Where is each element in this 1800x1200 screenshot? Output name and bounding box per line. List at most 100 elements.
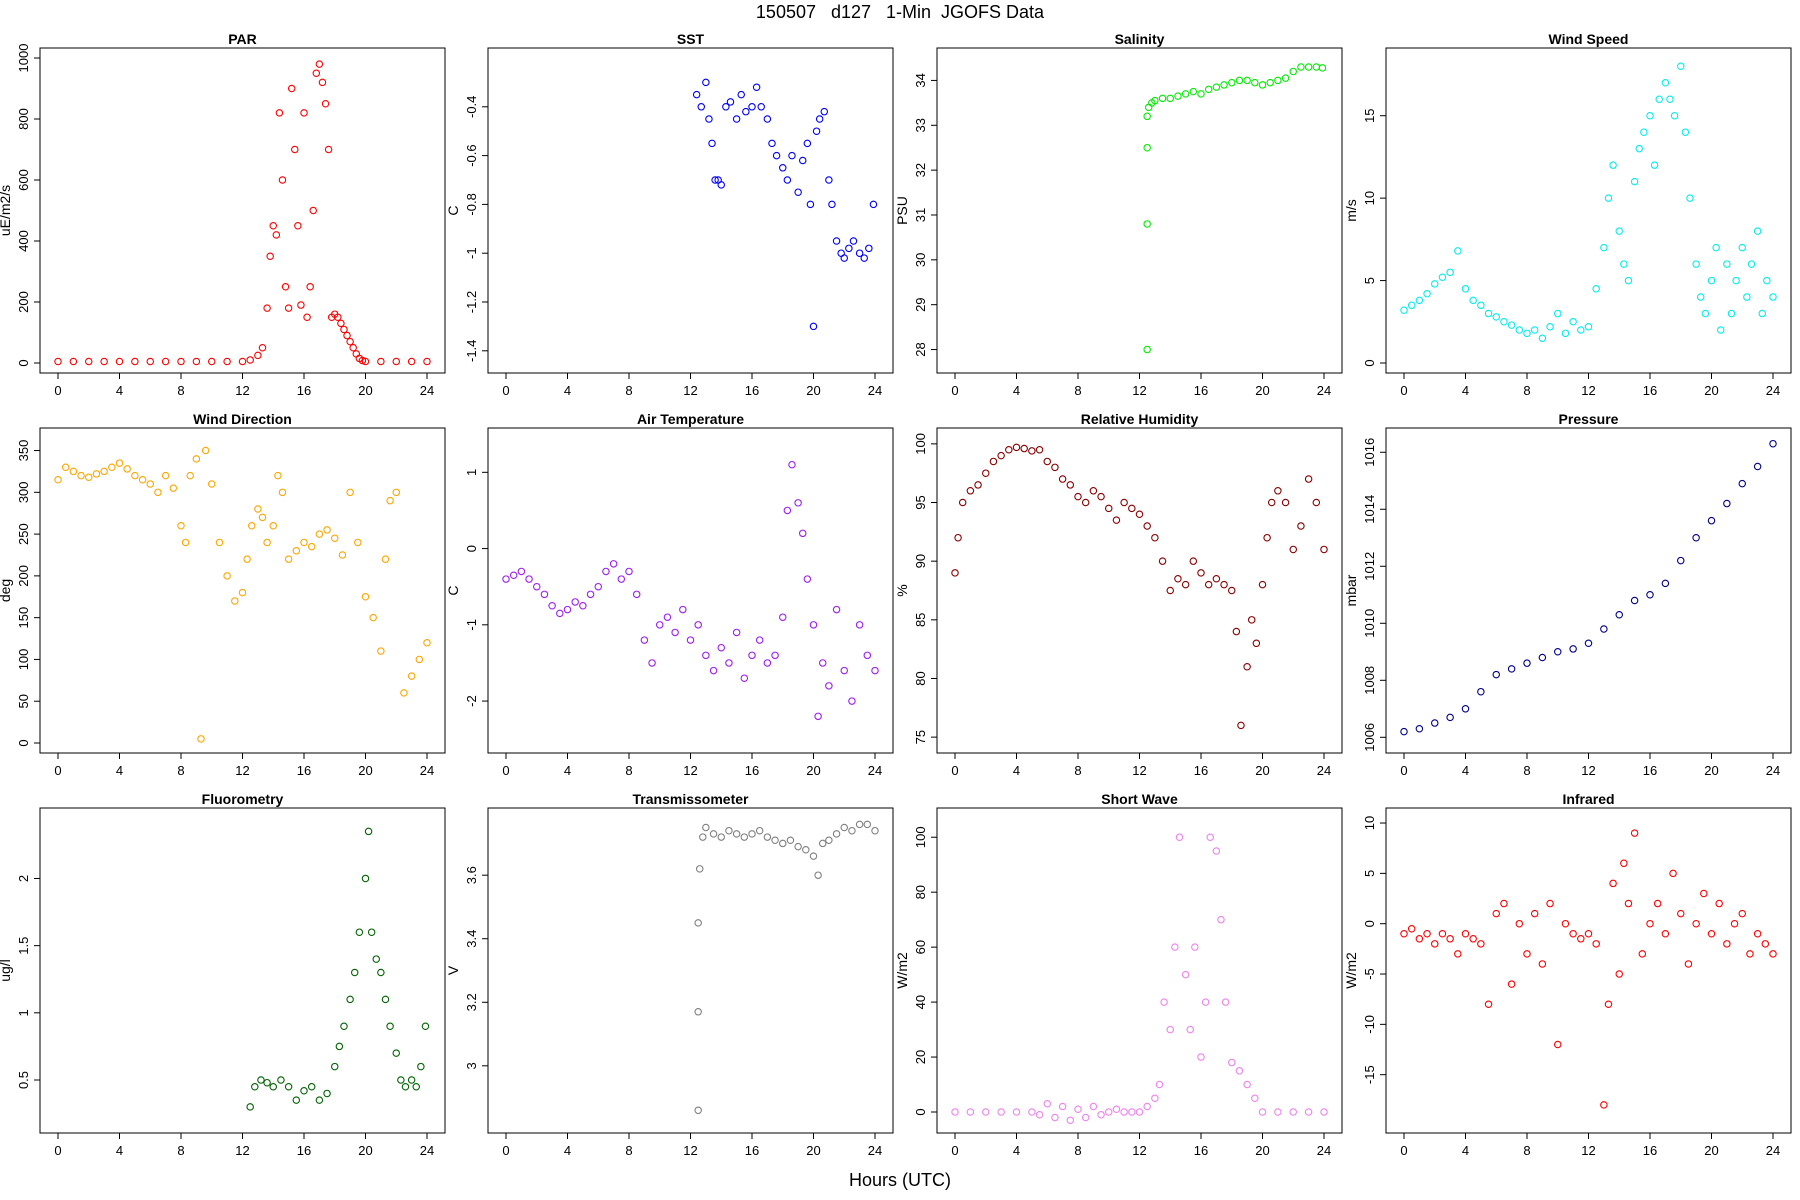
- data-point: [694, 1008, 702, 1016]
- plot-frame: [936, 807, 1343, 1134]
- data-point: [803, 575, 812, 583]
- data-point: [1204, 580, 1213, 589]
- data-point: [832, 605, 841, 614]
- plot-frame: [936, 47, 1343, 374]
- data-point: [287, 84, 296, 93]
- data-point: [266, 252, 274, 261]
- data-point: [1630, 177, 1639, 186]
- data-point: [1243, 76, 1251, 85]
- data-point: [871, 666, 879, 675]
- x-tick-label: 12: [235, 383, 249, 398]
- data-point: [974, 481, 982, 489]
- y-tick-label: 40: [913, 995, 928, 1009]
- data-point: [951, 569, 959, 577]
- data-point: [1723, 260, 1731, 268]
- data-point: [1670, 111, 1679, 120]
- data-point: [1446, 713, 1454, 722]
- data-point: [832, 237, 841, 245]
- data-point: [291, 145, 299, 154]
- data-point: [1492, 909, 1501, 918]
- data-point: [1035, 1111, 1044, 1119]
- data-point: [392, 1049, 400, 1057]
- data-point: [692, 90, 701, 99]
- data-point: [340, 1022, 348, 1031]
- data-point: [617, 575, 626, 583]
- y-tick-label: 1008: [1362, 666, 1377, 695]
- data-point: [966, 487, 975, 495]
- data-point: [1005, 445, 1013, 454]
- y-tick-label: -5: [1362, 968, 1377, 980]
- x-tick-label: 8: [1074, 763, 1081, 778]
- data-point: [1530, 909, 1539, 918]
- data-point: [1105, 1108, 1113, 1116]
- data-point: [346, 488, 354, 497]
- y-tick-label: 0: [913, 1108, 928, 1115]
- data-point: [586, 590, 595, 599]
- data-point: [755, 636, 764, 644]
- data-point: [1669, 869, 1677, 878]
- data-point: [177, 357, 185, 366]
- data-point: [1609, 879, 1617, 888]
- data-point: [705, 115, 713, 123]
- y-tick-label: 28: [913, 342, 928, 356]
- y-tick-label: 300: [16, 481, 31, 503]
- data-point: [1554, 309, 1562, 318]
- data-point: [1746, 950, 1754, 958]
- y-tick-label: 1: [16, 1009, 31, 1016]
- data-point: [755, 826, 764, 835]
- data-point: [349, 343, 357, 352]
- x-tick-label: 16: [1643, 1143, 1657, 1158]
- y-tick-label: 1: [464, 469, 479, 476]
- data-point: [346, 337, 354, 346]
- panel-wind-direction: Wind Direction deg 0 4 8 12 16 20 24 0 50 100 150 200…: [0, 411, 446, 778]
- data-point: [1666, 95, 1674, 103]
- data-point: [323, 526, 331, 534]
- data-point: [778, 164, 787, 172]
- data-point: [1477, 940, 1485, 948]
- data-point: [417, 1062, 425, 1071]
- data-point: [694, 919, 702, 927]
- x-tick-label: 12: [235, 1143, 249, 1158]
- data-point: [548, 601, 556, 610]
- data-point: [354, 538, 362, 547]
- x-tick-label: 16: [1194, 763, 1208, 778]
- data-point: [1523, 950, 1531, 958]
- data-point: [1677, 62, 1685, 70]
- plot-frame: [1385, 427, 1792, 754]
- data-point: [392, 488, 400, 497]
- panel-title: SST: [677, 31, 705, 47]
- data-point: [1538, 960, 1547, 968]
- data-point: [640, 636, 649, 644]
- data-point: [958, 498, 967, 507]
- x-tick-label: 12: [1581, 383, 1595, 398]
- data-point: [686, 636, 695, 644]
- data-point: [1554, 648, 1562, 656]
- data-point: [863, 820, 872, 829]
- data-point: [1515, 326, 1524, 334]
- data-point: [337, 319, 345, 328]
- data-point: [361, 357, 370, 366]
- y-tick-label: 0: [1362, 359, 1377, 366]
- data-point: [1716, 326, 1725, 334]
- data-point: [951, 1108, 959, 1116]
- data-point: [284, 1082, 293, 1091]
- data-point: [725, 659, 733, 667]
- data-point: [1144, 103, 1153, 112]
- data-point: [571, 598, 579, 606]
- data-point: [364, 827, 373, 836]
- data-point: [1624, 899, 1633, 908]
- figure-title: 150507 d127 1-Min JGOFS Data: [755, 2, 1045, 22]
- data-point: [407, 1076, 416, 1084]
- data-point: [1686, 194, 1694, 202]
- data-point: [695, 865, 704, 873]
- data-point: [848, 697, 856, 705]
- data-point: [1415, 296, 1424, 305]
- x-tick-label: 4: [1013, 763, 1020, 778]
- y-tick-label: 0: [1362, 920, 1377, 927]
- y-axis-label: uE/m2/s: [0, 185, 13, 236]
- data-point: [1151, 533, 1159, 542]
- data-point: [671, 628, 679, 637]
- y-tick-label: -0.8: [464, 193, 479, 215]
- y-tick-label: -1.4: [464, 340, 479, 362]
- data-point: [783, 176, 792, 184]
